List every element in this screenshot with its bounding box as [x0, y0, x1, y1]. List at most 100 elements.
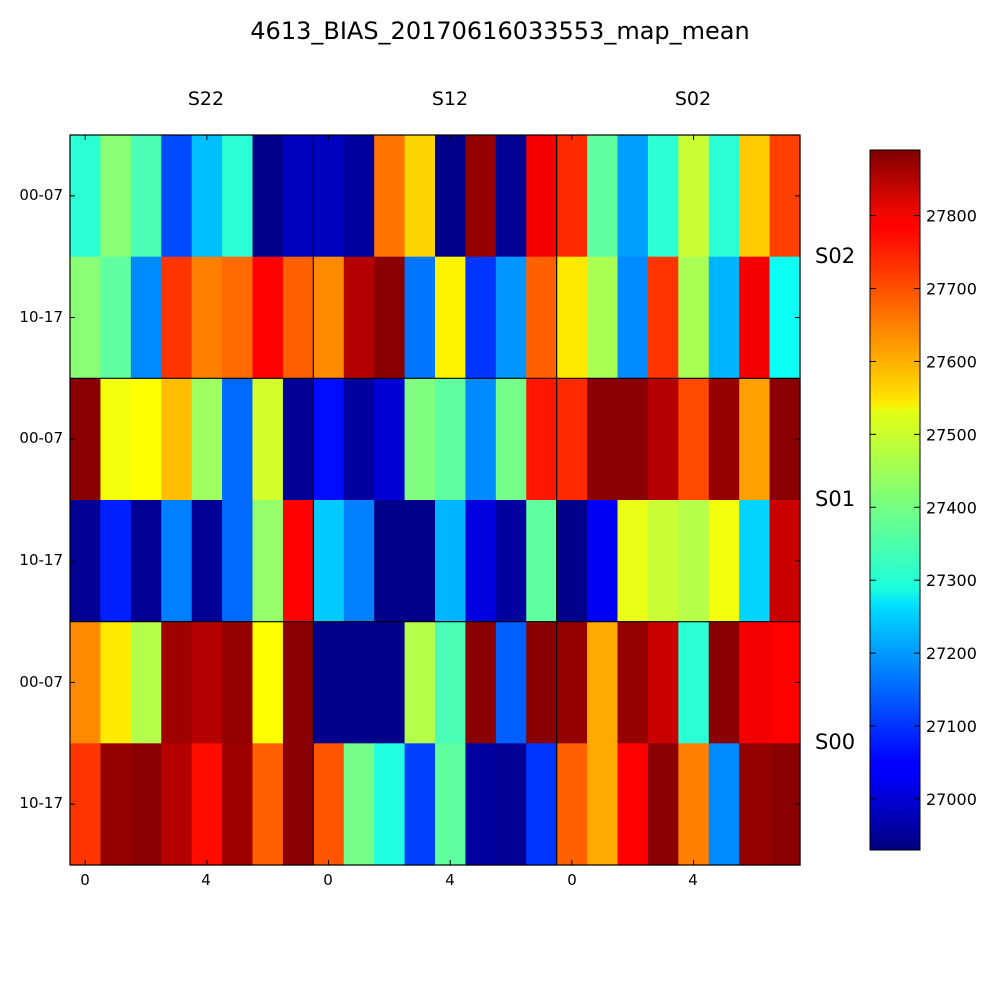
- heatmap-cell-r5-c8: [313, 743, 345, 866]
- heatmap-cell-r4-c19: [647, 621, 679, 744]
- heatmap-cell-r1-c10: [374, 256, 406, 379]
- heatmap-cell-r3-c18: [617, 500, 649, 623]
- row-group-label-s02: S02: [815, 244, 855, 268]
- heatmap-cell-r3-c5: [222, 500, 254, 623]
- heatmap-cell-r3-c6: [252, 500, 284, 623]
- colorbar-tick-label-27200: 27200: [926, 644, 977, 663]
- chart-title: 4613_BIAS_20170616033553_map_mean: [250, 17, 749, 45]
- heatmap-cell-r1-c4: [191, 256, 223, 379]
- heatmap-cell-r4-c7: [282, 621, 314, 744]
- x-tick-label-s12-0: 0: [323, 871, 333, 889]
- heatmap-cell-r5-c19: [647, 743, 679, 866]
- heatmap-cell-r5-c11: [404, 743, 436, 866]
- heatmap-cell-r5-c3: [161, 743, 193, 866]
- row-tick-label-3: 00-07: [19, 429, 63, 447]
- heatmap-cell-r4-c1: [100, 621, 132, 744]
- x-tick-label-s12-4: 4: [445, 871, 455, 889]
- heatmap-cell-r3-c20: [678, 500, 710, 623]
- heatmap-cell-r5-c1: [100, 743, 132, 866]
- heatmap-cell-r2-c13: [465, 378, 497, 501]
- row-tick-label-1: 00-07: [19, 186, 63, 204]
- heatmap-cell-r5-c4: [191, 743, 223, 866]
- heatmap-cell-r2-c2: [130, 378, 162, 501]
- heatmap-cell-r1-c8: [313, 256, 345, 379]
- heatmap-cell-r1-c20: [678, 256, 710, 379]
- heatmap-cell-r2-c11: [404, 378, 436, 501]
- colorbar-ticks: [870, 215, 920, 800]
- heatmap-cell-r5-c13: [465, 743, 497, 866]
- heatmap-cell-r4-c9: [343, 621, 375, 744]
- heatmap-cell-r2-c4: [191, 378, 223, 501]
- heatmap-cell-r1-c7: [282, 256, 314, 379]
- heatmap-cells: [70, 135, 801, 866]
- heatmap-cell-r1-c1: [100, 256, 132, 379]
- heatmap-cell-r0-c4: [191, 135, 223, 258]
- heatmap-cell-r5-c6: [252, 743, 284, 866]
- heatmap-cell-r4-c17: [587, 621, 619, 744]
- heatmap-cell-r5-c17: [587, 743, 619, 866]
- heatmap-cell-r3-c2: [130, 500, 162, 623]
- heatmap-cell-r0-c0: [70, 135, 102, 258]
- heatmap-cell-r2-c18: [617, 378, 649, 501]
- heatmap-cell-r2-c21: [708, 378, 740, 501]
- heatmap-cell-r2-c20: [678, 378, 710, 501]
- heatmap-cell-r3-c4: [191, 500, 223, 623]
- heatmap-cell-r0-c12: [435, 135, 467, 258]
- heatmap-cell-r1-c3: [161, 256, 193, 379]
- heatmap-cell-r2-c17: [587, 378, 619, 501]
- heatmap-cell-r1-c16: [556, 256, 588, 379]
- heatmap-cell-r2-c10: [374, 378, 406, 501]
- heatmap-cell-r2-c0: [70, 378, 102, 501]
- row-tick-label-5: 00-07: [19, 673, 63, 691]
- heatmap-cell-r2-c8: [313, 378, 345, 501]
- heatmap-cell-r0-c8: [313, 135, 345, 258]
- heatmap-cell-r4-c16: [556, 621, 588, 744]
- colorbar: [869, 149, 921, 851]
- heatmap-cell-r2-c22: [739, 378, 771, 501]
- heatmap-cell-r2-c3: [161, 378, 193, 501]
- heatmap-cell-r4-c14: [495, 621, 527, 744]
- heatmap-cell-r4-c18: [617, 621, 649, 744]
- heatmap-cell-r5-c5: [222, 743, 254, 866]
- colorbar-tick-label-27500: 27500: [926, 425, 977, 444]
- heatmap-cell-r4-c3: [161, 621, 193, 744]
- heatmap-cell-r3-c3: [161, 500, 193, 623]
- heatmap-cell-r0-c9: [343, 135, 375, 258]
- x-tick-label-s02-4: 4: [688, 871, 698, 889]
- heatmap-cell-r0-c5: [222, 135, 254, 258]
- heatmap-cell-r1-c9: [343, 256, 375, 379]
- heatmap-cell-r1-c12: [435, 256, 467, 379]
- x-tick-label-s02-0: 0: [567, 871, 577, 889]
- heatmap-cell-r4-c0: [70, 621, 102, 744]
- heatmap-cell-r2-c14: [495, 378, 527, 501]
- heatmap-cell-r4-c20: [678, 621, 710, 744]
- colorbar-tick-label-27300: 27300: [926, 571, 977, 590]
- heatmap-cell-r1-c6: [252, 256, 284, 379]
- heatmap-cell-r5-c14: [495, 743, 527, 866]
- heatmap-cell-r1-c21: [708, 256, 740, 379]
- heatmap-cell-r4-c21: [708, 621, 740, 744]
- heatmap-cell-r0-c11: [404, 135, 436, 258]
- heatmap-cell-r4-c12: [435, 621, 467, 744]
- heatmap-cell-r4-c13: [465, 621, 497, 744]
- heatmap-cell-r5-c2: [130, 743, 162, 866]
- heatmap-cell-r2-c9: [343, 378, 375, 501]
- heatmap-cell-r3-c13: [465, 500, 497, 623]
- column-group-label-s22: S22: [188, 88, 224, 110]
- heatmap-gridlines: [69, 134, 801, 866]
- heatmap-cell-r0-c18: [617, 135, 649, 258]
- colorbar-tick-label-27000: 27000: [926, 790, 977, 809]
- heatmap-cell-r3-c7: [282, 500, 314, 623]
- heatmap-cell-r1-c5: [222, 256, 254, 379]
- heatmap-cell-r3-c12: [435, 500, 467, 623]
- row-group-label-s00: S00: [815, 730, 855, 754]
- heatmap-cell-r3-c8: [313, 500, 345, 623]
- heatmap-cell-r5-c9: [343, 743, 375, 866]
- heatmap-cell-r0-c14: [495, 135, 527, 258]
- heatmap-cell-r5-c12: [435, 743, 467, 866]
- heatmap-cell-r0-c20: [678, 135, 710, 258]
- heatmap-cell-r3-c0: [70, 500, 102, 623]
- heatmap-cell-r5-c15: [526, 743, 558, 866]
- colorbar-tick-label-27600: 27600: [926, 353, 977, 372]
- heatmap-cell-r1-c17: [587, 256, 619, 379]
